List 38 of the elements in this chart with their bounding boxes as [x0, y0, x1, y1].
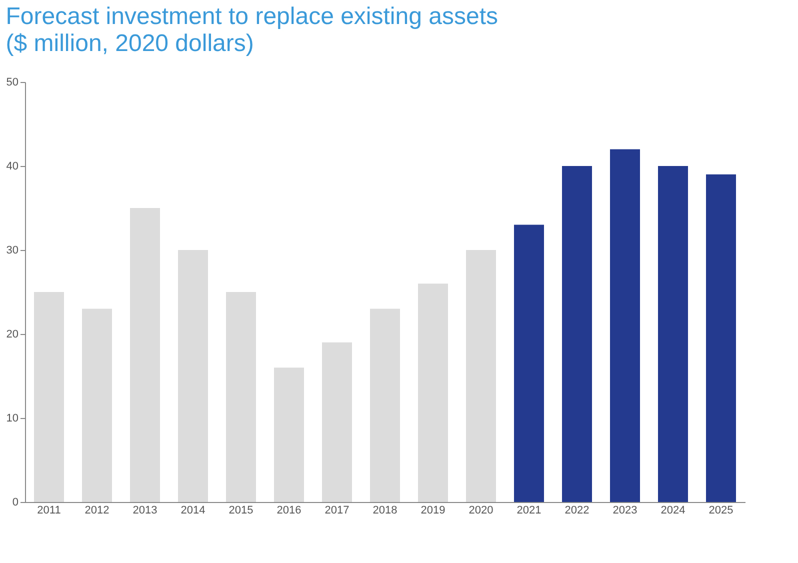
y-tick-label: 30 [6, 244, 18, 256]
x-tick-label: 2012 [84, 504, 110, 516]
x-tick-label: 2019 [420, 504, 446, 516]
bar [466, 250, 496, 502]
x-tick-label: 2017 [324, 504, 350, 516]
x-tick-label: 2011 [37, 504, 61, 516]
bar [658, 166, 688, 502]
bar [610, 149, 640, 502]
bar [706, 174, 736, 502]
y-tick-label: 20 [6, 328, 18, 340]
y-tick-label: 0 [12, 496, 18, 508]
bar [34, 292, 64, 502]
bar [322, 342, 352, 502]
y-tick-label: 10 [6, 412, 18, 424]
x-tick-label: 2015 [228, 504, 254, 516]
x-tick-label: 2021 [516, 504, 542, 516]
bar [514, 224, 544, 502]
x-tick-label: 2022 [564, 504, 590, 516]
x-tick-label: 2016 [276, 504, 302, 516]
y-tick-label: 50 [6, 76, 18, 88]
x-tick-label: 2025 [708, 504, 734, 516]
x-tick-label: 2013 [132, 504, 158, 516]
chart-title: Forecast investment to replace existing assets [6, 3, 498, 30]
x-tick-label: 2023 [612, 504, 638, 516]
chart-subtitle: ($ million, 2020 dollars) [6, 30, 254, 57]
bar [370, 308, 400, 502]
bar [562, 166, 592, 502]
x-tick-label: 2018 [372, 504, 398, 516]
bar [178, 250, 208, 502]
bar [226, 292, 256, 502]
bar [418, 284, 448, 502]
y-tick-label: 40 [6, 160, 18, 172]
x-tick-label: 2014 [180, 504, 206, 516]
bar [130, 208, 160, 502]
bar [274, 368, 304, 502]
x-tick-label: 2024 [660, 504, 686, 516]
x-tick-label: 2020 [468, 504, 494, 516]
bar [82, 308, 112, 502]
